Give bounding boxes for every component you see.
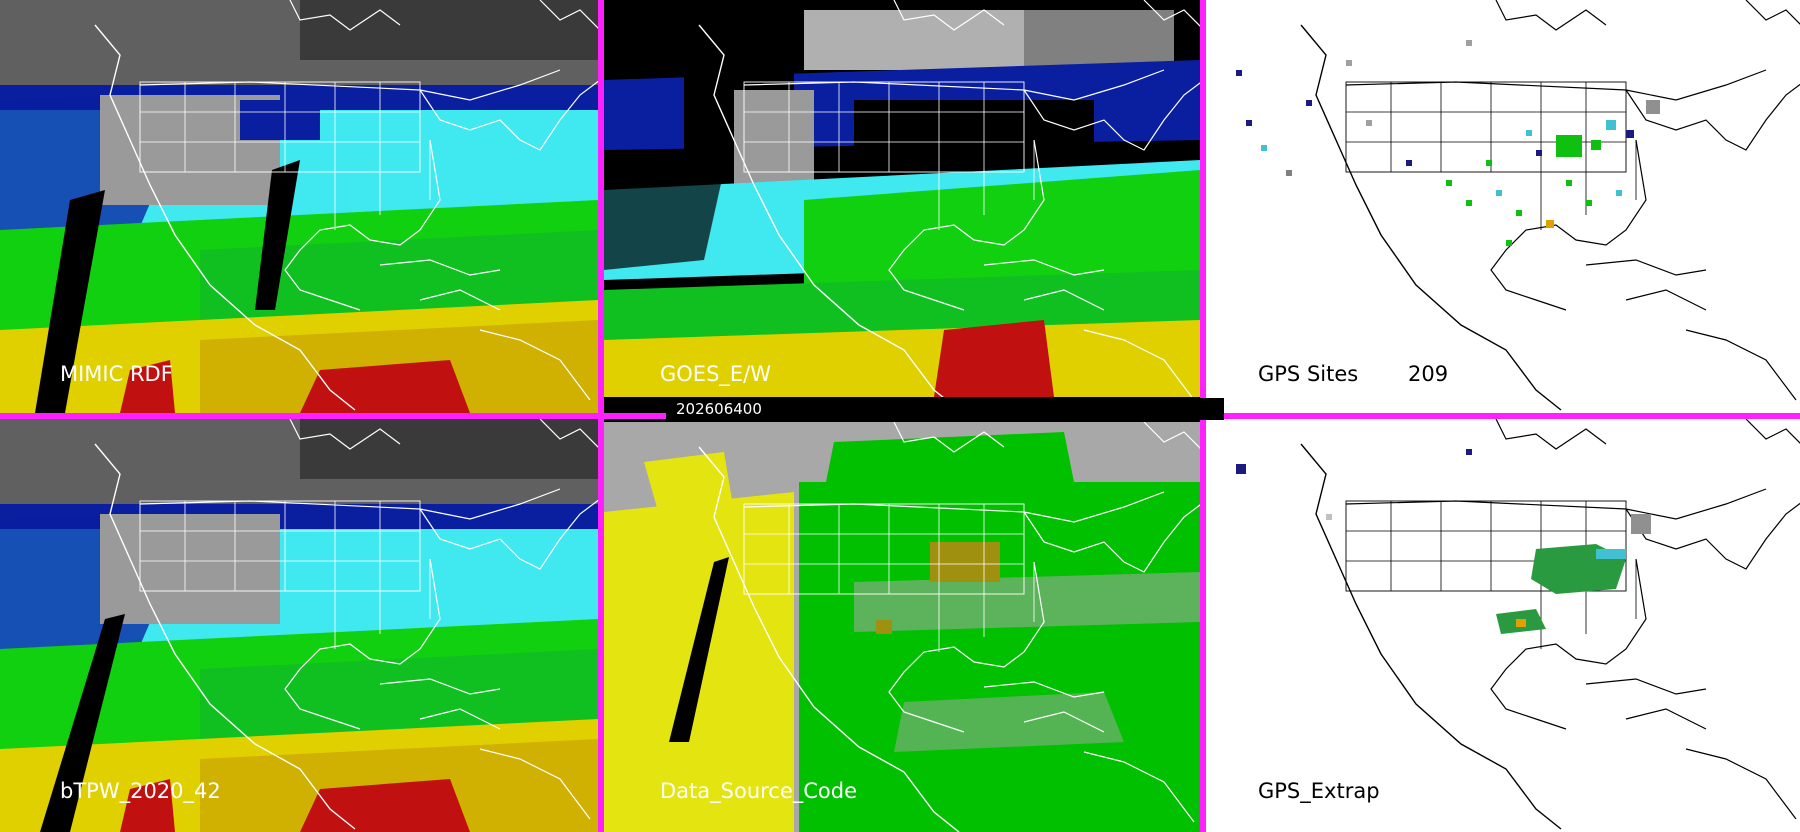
panel-label: GPS_Extrap [1258,779,1380,803]
gps-extrap-map [1236,419,1800,830]
timestamp-text: 202606400 [676,400,762,418]
panel-goes-ew: GOES_E/W [604,0,1200,397]
panel-gps-extrap: GPS_Extrap [1206,419,1800,832]
panel-data-source-code: Data_Source_Code [604,422,1200,832]
panel-label: GOES_E/W [660,362,772,386]
panel-label: bTPW_2020_42 [60,779,221,803]
panel-label: GPS Sites [1258,362,1359,386]
panel-btpw: bTPW_2020_42 [0,419,598,832]
tpw-map-btpw [0,419,598,832]
timestamp-bar: 202606400 [666,398,1224,420]
gps-site-count: 209 [1408,362,1449,386]
panel-label: Data_Source_Code [660,779,858,803]
tpw-map-goes-ew [604,0,1200,397]
panel-gps-sites: GPS Sites 209 [1206,0,1800,413]
gps-sites-map [1236,0,1800,411]
data-source-map [604,422,1200,832]
panel-label: MIMIC RDF [60,362,173,386]
panel-mimic-rdf: MIMIC RDF [0,0,598,413]
tpw-map-mimic-rdf [0,0,598,413]
